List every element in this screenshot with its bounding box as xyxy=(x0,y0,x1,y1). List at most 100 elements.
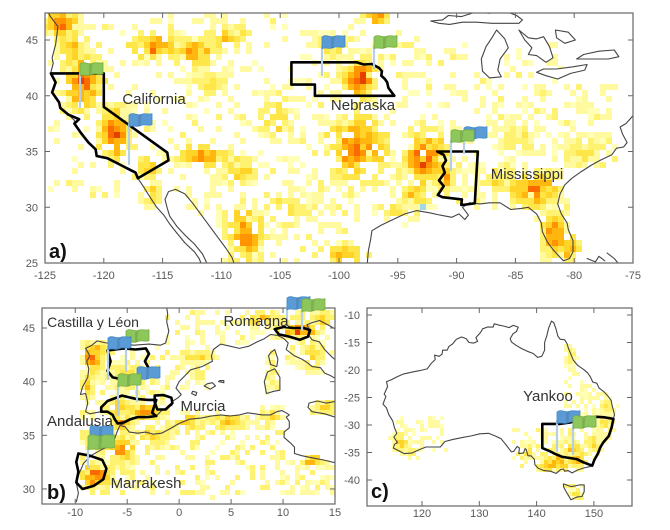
green-flag-icon xyxy=(117,373,142,387)
panel-a-map: -125 -120 -115 -110 -105 -100 -95 -90 -85 -80 -75 4… xyxy=(26,12,641,282)
heatmap-layer-b xyxy=(80,310,335,500)
flag-fold-shade xyxy=(138,114,142,127)
flag-fold-shade xyxy=(117,337,121,350)
flag-marker-green xyxy=(116,373,142,417)
x-tick-label: 10 xyxy=(277,507,289,519)
x-tick-label: 0 xyxy=(176,507,182,519)
y-tick-label: 25 xyxy=(26,258,38,270)
green-flag-icon xyxy=(373,35,398,49)
flag-fold-shade xyxy=(98,435,103,450)
x-tick-label: -85 xyxy=(507,270,523,282)
panel-b-map: -10 -5 0 5 10 15 45 40 35 30 b) Castilla y Léon Roma… xyxy=(23,296,341,519)
green-flag-icon xyxy=(87,434,115,451)
y-tick-label: 40 xyxy=(26,91,38,103)
panel-letter-b: b) xyxy=(47,482,66,504)
x-tick-label: -120 xyxy=(93,270,115,282)
flag-marker-blue xyxy=(106,336,132,381)
x-tick-label: -95 xyxy=(390,270,406,282)
x-tick-label: 130 xyxy=(470,508,488,520)
x-tick-label: 140 xyxy=(527,508,545,520)
coastline-path xyxy=(307,400,335,418)
heatmap-layer-a xyxy=(45,13,618,263)
coastline-path xyxy=(562,483,585,501)
coastline-path xyxy=(263,368,281,395)
panel-letter-a: a) xyxy=(49,241,67,263)
y-tick-label: -10 xyxy=(344,310,360,322)
region-outline-layer-a xyxy=(49,61,480,207)
x-tick-label: -105 xyxy=(269,270,291,282)
y-tick-label: 45 xyxy=(23,323,35,335)
flag-fold-shade xyxy=(146,367,150,380)
blue-flag-icon xyxy=(321,35,346,49)
flag-marker-green xyxy=(571,415,597,456)
x-tick-label: -5 xyxy=(122,507,132,519)
water-cell-marker xyxy=(420,204,426,210)
y-tick-label: 45 xyxy=(26,35,38,47)
y-tick-label: 30 xyxy=(26,202,38,214)
flag-fold-shade xyxy=(566,411,570,424)
green-flag-icon xyxy=(572,415,597,429)
coastline-path xyxy=(480,29,509,79)
y-tick-label: -35 xyxy=(344,448,360,460)
flag-marker-blue xyxy=(135,366,161,403)
flag-marker-green xyxy=(78,62,104,109)
panel-c-map: 120 130 140 150 -10 -15 -20 -25 -30 -35 -40 c) Yanko… xyxy=(344,307,633,520)
axis-frame-a: -125 -120 -115 -110 -105 -100 -95 -90 -85 -80 -75 4… xyxy=(26,12,641,282)
flag-marker-green xyxy=(372,35,398,70)
region-outline xyxy=(49,72,170,180)
y-tick-label: 35 xyxy=(26,147,38,159)
x-tick-label: 5 xyxy=(228,507,234,519)
flag-marker-green xyxy=(449,129,475,172)
flag-marker-green xyxy=(300,298,326,332)
x-tick-label: -80 xyxy=(566,270,582,282)
panel-letter-c: c) xyxy=(371,481,389,503)
region-label: Murcia xyxy=(180,398,226,415)
region-outline xyxy=(435,150,480,207)
flag-fold-shade xyxy=(99,426,103,439)
x-tick-label: -115 xyxy=(152,270,173,282)
x-tick-label: -125 xyxy=(34,270,56,282)
flag-fold-shade xyxy=(460,130,464,143)
y-tick-label: -15 xyxy=(344,338,360,350)
flag-fold-shade xyxy=(582,416,586,429)
coastline-path xyxy=(218,380,225,384)
x-tick-label: -100 xyxy=(328,270,350,282)
coastline-path xyxy=(518,29,554,63)
flag-fold-shade xyxy=(127,374,131,387)
region-label: Marrakesh xyxy=(111,475,182,492)
x-tick-label: -110 xyxy=(211,270,232,282)
x-tick-label: 150 xyxy=(585,508,603,520)
region-outline xyxy=(75,452,108,491)
y-tick-label: -40 xyxy=(344,475,360,487)
y-tick-label: -25 xyxy=(344,393,360,405)
flag-marker-blue xyxy=(320,35,346,77)
coastline-path xyxy=(576,49,620,60)
y-tick-label: 30 xyxy=(23,484,35,496)
green-flag-icon xyxy=(450,129,475,143)
region-label: Yankoo xyxy=(523,388,573,405)
green-flag-icon xyxy=(301,298,326,312)
flag-fold-shade xyxy=(383,36,387,49)
coastline-path xyxy=(366,115,633,263)
green-flag-icon xyxy=(125,329,150,343)
coastline-path xyxy=(164,188,235,263)
region-outline xyxy=(99,394,158,425)
region-outline xyxy=(273,325,312,342)
region-label: Romagna xyxy=(223,313,289,330)
x-tick-label: -90 xyxy=(449,270,465,282)
x-tick-label: 120 xyxy=(413,508,431,520)
blue-flag-icon xyxy=(107,336,132,350)
coastline-path xyxy=(606,252,619,263)
axis-frame-c: 120 130 140 150 -10 -15 -20 -25 -30 -35 -40 xyxy=(344,307,633,520)
coastline-layer-a xyxy=(48,13,633,263)
blue-flag-icon xyxy=(128,113,153,127)
coastline-path xyxy=(267,348,279,368)
coastline-layer-c xyxy=(382,320,616,501)
region-label: Mississippi xyxy=(491,166,564,183)
region-label: California xyxy=(122,91,186,108)
coastline-path xyxy=(586,255,606,263)
flag-fold-shade xyxy=(331,36,335,49)
y-tick-label: -30 xyxy=(344,420,360,432)
